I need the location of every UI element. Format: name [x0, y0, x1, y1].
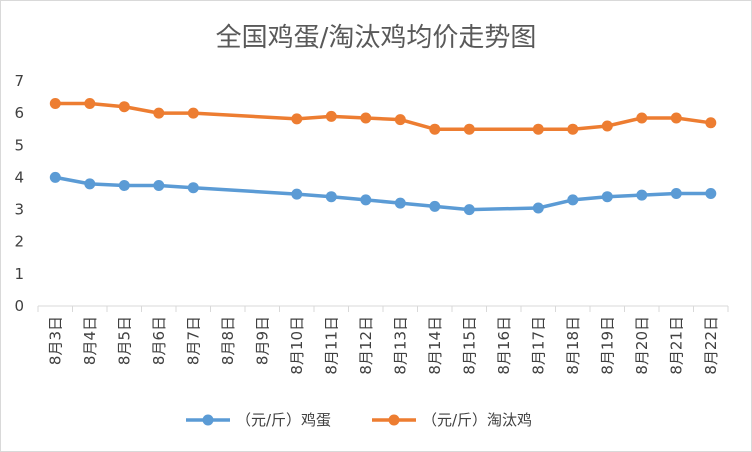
data-point [463, 204, 475, 216]
series-layer [49, 98, 717, 216]
data-point [567, 123, 579, 135]
data-point [636, 189, 648, 201]
data-point [429, 200, 441, 212]
y-tick-label: 0 [14, 297, 24, 315]
data-point [705, 117, 717, 129]
x-tick-label: 8月7日 [184, 316, 202, 365]
x-tick-label: 8月20日 [633, 316, 651, 375]
data-point [187, 182, 199, 194]
data-point [84, 98, 96, 109]
data-point [291, 188, 303, 200]
data-point [532, 202, 544, 214]
x-tick-label: 8月14日 [426, 316, 444, 375]
series-1 [49, 171, 717, 216]
x-tick-label: 8月5日 [115, 316, 133, 365]
x-tick-label: 8月17日 [529, 316, 547, 375]
data-point [153, 107, 165, 119]
y-tick-label: 1 [14, 265, 24, 283]
legend-swatch-marker [202, 414, 214, 426]
data-point [84, 178, 96, 190]
series-2 [49, 98, 717, 135]
series-line [53, 175, 713, 212]
data-point [463, 123, 475, 135]
x-tick-label: 8月8日 [219, 316, 237, 365]
data-point [601, 191, 613, 203]
data-point [325, 191, 337, 203]
data-point [567, 194, 579, 206]
data-point [394, 114, 406, 126]
data-point [394, 197, 406, 209]
x-tick-label: 8月4日 [81, 316, 99, 365]
data-point [118, 180, 130, 191]
x-tick-label: 8月21日 [667, 316, 685, 375]
x-tick-label: 8月22日 [702, 316, 720, 375]
data-point [153, 180, 165, 191]
x-tick-label: 8月3日 [46, 316, 64, 365]
x-tick-label: 8月15日 [460, 316, 478, 375]
x-tick-label: 8月16日 [495, 316, 513, 375]
axes: 0 1 2 3 4 5 6 7 8月3日 8月4日 8月5日 8月6日 8月7日 8月8日 8月9日 8月10… [14, 72, 729, 375]
y-tick-label: 5 [14, 136, 24, 154]
data-point [636, 112, 648, 124]
legend-label: （元/斤）鸡蛋 [236, 411, 331, 429]
chart-title: 全国鸡蛋/淘汰鸡均价走势图 [216, 23, 537, 53]
y-tick-label: 7 [14, 72, 24, 90]
y-tick-label: 4 [14, 168, 24, 186]
data-point [118, 101, 130, 113]
x-tick-label: 8月10日 [288, 316, 306, 375]
data-point [187, 107, 199, 119]
data-point [360, 112, 372, 124]
legend-item: （元/斤）淘汰鸡 [372, 411, 532, 429]
y-tick-label: 3 [14, 201, 24, 219]
data-point [291, 113, 303, 125]
data-point [360, 194, 372, 206]
x-tick-label: 8月6日 [150, 316, 168, 365]
y-tick-label: 6 [14, 104, 24, 122]
legend-swatch-marker [388, 414, 400, 426]
x-tick-label: 8月13日 [391, 316, 409, 375]
data-point [49, 171, 61, 183]
legend-item: （元/斤）鸡蛋 [186, 411, 331, 429]
data-point [705, 188, 717, 199]
data-point [670, 112, 682, 124]
x-tick-label: 8月18日 [564, 316, 582, 375]
legend: （元/斤）鸡蛋 （元/斤）淘汰鸡 [186, 411, 532, 429]
x-tick-label: 8月9日 [253, 316, 271, 365]
data-point [325, 110, 337, 122]
legend-label: （元/斤）淘汰鸡 [422, 411, 532, 429]
data-point [601, 120, 613, 132]
data-point [429, 123, 441, 135]
x-tick-label: 8月12日 [357, 316, 375, 375]
y-tick-label: 2 [14, 233, 24, 251]
data-point [532, 123, 544, 135]
x-tick-label: 8月19日 [598, 316, 616, 375]
data-point [670, 188, 682, 199]
x-tick-label: 8月11日 [322, 316, 340, 375]
data-point [49, 98, 61, 109]
